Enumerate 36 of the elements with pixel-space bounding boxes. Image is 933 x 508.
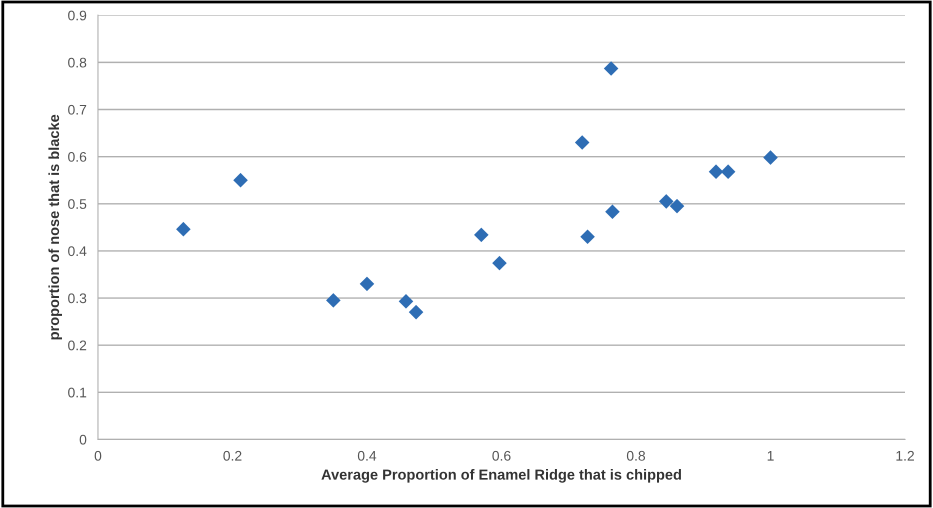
point xyxy=(176,222,191,236)
x-tick-label: 1 xyxy=(768,451,774,461)
point xyxy=(605,204,620,220)
point xyxy=(474,228,489,242)
point xyxy=(492,256,507,270)
y-tick-label: 0 xyxy=(80,434,86,445)
y-axis-title: proportion of nose that is blacke xyxy=(48,114,62,340)
y-tick-label: 0.4 xyxy=(68,246,86,256)
point xyxy=(708,164,724,179)
point xyxy=(658,194,674,209)
x-tick-label: 0.4 xyxy=(358,450,376,461)
point xyxy=(326,293,341,308)
point xyxy=(670,198,684,214)
x-tick-label: 0.2 xyxy=(223,450,242,461)
point xyxy=(604,61,618,76)
point xyxy=(398,294,414,309)
x-tick-label: 0.8 xyxy=(626,450,646,461)
point xyxy=(580,229,595,244)
point xyxy=(408,304,424,320)
point xyxy=(574,135,590,150)
point xyxy=(360,276,374,292)
x-axis-title: Average Proportion of Enamel Ridge that is chipped xyxy=(321,469,681,483)
y-tick-label: 0.7 xyxy=(68,104,86,115)
y-tick-label: 0.6 xyxy=(68,152,86,162)
x-tick-label: 1.2 xyxy=(896,450,914,461)
y-tick-label: 0.3 xyxy=(68,293,86,304)
y-tick-label: 0.1 xyxy=(68,388,86,398)
y-tick-label: 0.9 xyxy=(68,10,86,20)
point xyxy=(720,164,736,179)
point xyxy=(763,150,778,165)
y-tick-label: 0.5 xyxy=(68,199,86,209)
y-tick-label: 0.2 xyxy=(68,340,86,350)
x-tick-label: 0 xyxy=(94,450,102,461)
point xyxy=(233,172,248,188)
y-tick-label: 0.8 xyxy=(68,58,86,68)
x-tick-label: 0.6 xyxy=(492,450,511,461)
